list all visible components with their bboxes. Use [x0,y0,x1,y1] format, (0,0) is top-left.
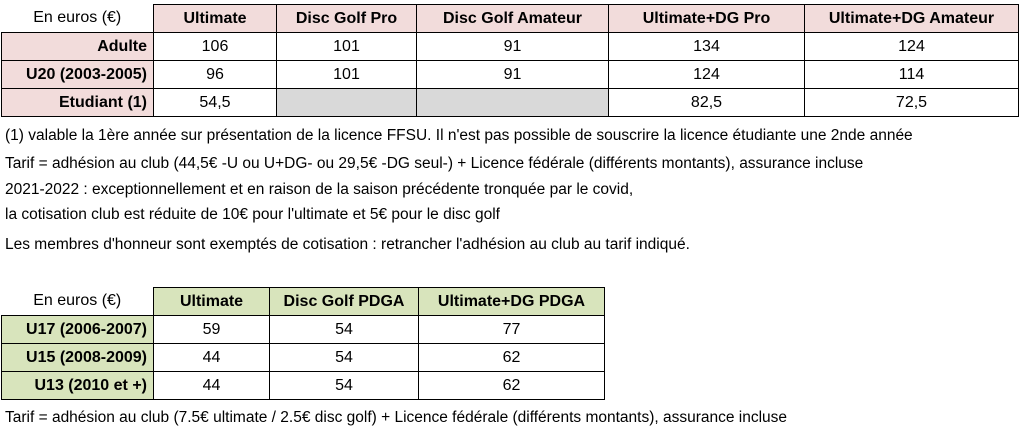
row-label: U13 (2010 et +) [1,371,154,400]
table-cell: 62 [418,371,605,400]
table-cell: 54 [269,315,419,344]
table-row: U17 (2006-2007) 59 54 77 [1,315,605,344]
pricing-table-adults: En euros (€) Ultimate Disc Golf Pro Disc… [1,4,1019,117]
note-line: 2021-2022 : exceptionnellement et en rai… [5,181,634,198]
note-line: Tarif = adhésion au club (44,5€ -U ou U+… [5,155,864,172]
table-cell: 54 [269,371,419,400]
column-header: Disc Golf Amateur [416,4,609,33]
table-cell: 114 [804,60,1019,89]
table-row: Etudiant (1) 54,5 82,5 72,5 [1,88,1019,117]
row-label: Adulte [1,32,154,61]
row-label: U20 (2003-2005) [1,60,154,89]
column-header: Disc Golf Pro [276,4,417,33]
table-cell: 124 [804,32,1019,61]
table-cell: 91 [416,32,609,61]
column-header: Ultimate+DG PDGA [418,287,605,316]
table-header-row: En euros (€) Ultimate Disc Golf Pro Disc… [2,4,1019,33]
table-cell: 54,5 [153,88,277,117]
column-header: Disc Golf PDGA [269,287,419,316]
table-cell: 59 [153,315,270,344]
table-row: Adulte 106 101 91 134 124 [1,32,1019,61]
note-line: (1) valable la 1ère année sur présentati… [5,127,913,144]
table-cell: 44 [153,343,270,372]
table-cell: 82,5 [608,88,805,117]
table-cell: 101 [276,32,417,61]
note-line: Les membres d'honneur sont exemptés de c… [5,236,690,253]
corner-label: En euros (€) [33,292,122,310]
table-cell: 124 [608,60,805,89]
table-header-row: En euros (€) Ultimate Disc Golf PDGA Ult… [2,287,605,316]
column-header: Ultimate+DG Pro [608,4,805,33]
corner-label: En euros (€) [33,9,122,27]
footnote: Tarif = adhésion au club (7.5€ ultimate … [5,409,788,426]
table-cell: 62 [418,343,605,372]
table-cell: 101 [276,60,417,89]
column-header: Ultimate [153,287,270,316]
table-cell: 106 [153,32,277,61]
table-cell: 96 [153,60,277,89]
pricing-table-youth: En euros (€) Ultimate Disc Golf PDGA Ult… [1,287,605,400]
table-cell: 134 [608,32,805,61]
table-cell: 72,5 [804,88,1019,117]
table-cell: 54 [269,343,419,372]
table-cell: 44 [153,371,270,400]
column-header: Ultimate+DG Amateur [804,4,1019,33]
row-label: Etudiant (1) [1,88,154,117]
table-row: U15 (2008-2009) 44 54 62 [1,343,605,372]
table-cell-empty [276,88,417,117]
table-cell: 77 [418,315,605,344]
row-label: U15 (2008-2009) [1,343,154,372]
table-row: U20 (2003-2005) 96 101 91 124 114 [1,60,1019,89]
row-label: U17 (2006-2007) [1,315,154,344]
table-row: U13 (2010 et +) 44 54 62 [1,371,605,400]
column-header: Ultimate [153,4,277,33]
table-cell: 91 [416,60,609,89]
table-cell-empty [416,88,609,117]
note-line: la cotisation club est réduite de 10€ po… [5,206,500,223]
